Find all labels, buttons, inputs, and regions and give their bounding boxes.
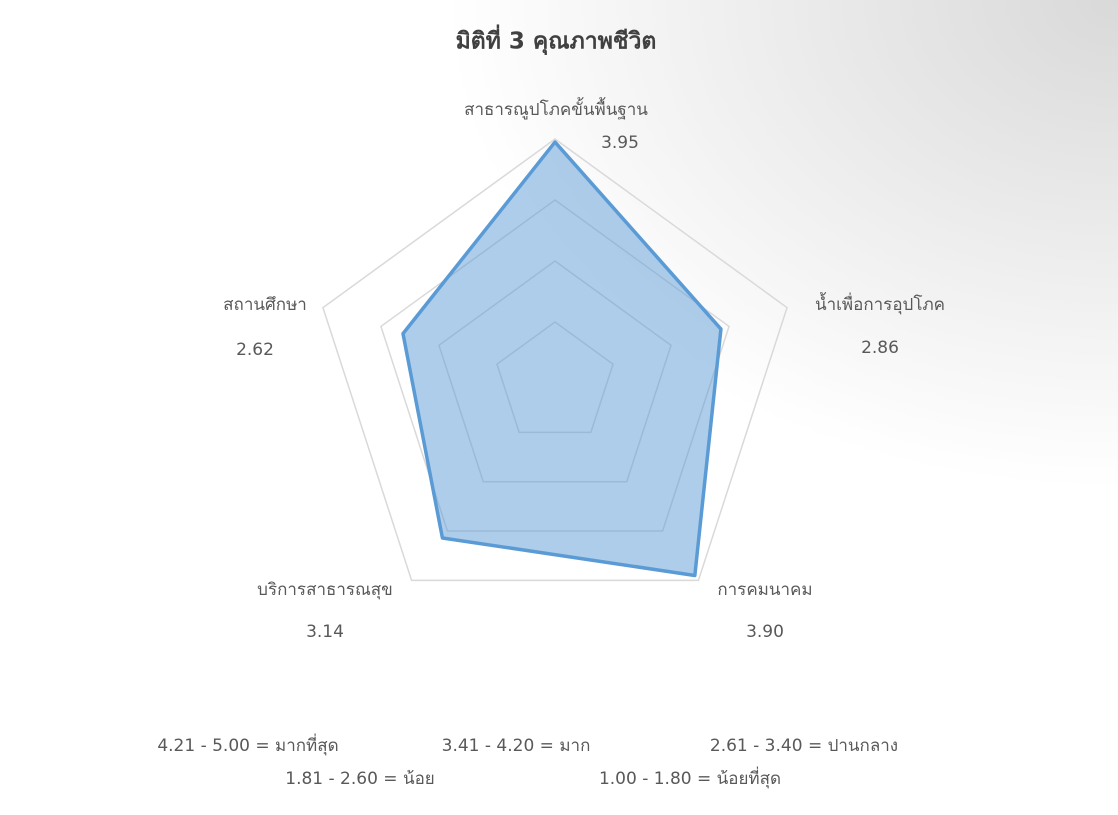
grid-ring	[322, 138, 788, 582]
axis-label: บริการสาธารณสุข	[257, 580, 393, 600]
scale-note: 1.81 - 2.60 = น้อย	[285, 769, 435, 789]
data-label: 2.86	[861, 338, 899, 358]
data-label: 2.62	[236, 340, 274, 360]
axis-label: สาธารณูปโภคขั้นพื้นฐาน	[464, 97, 648, 120]
scale-note: 4.21 - 5.00 = มากที่สุด	[157, 733, 338, 756]
axis-label: สถานศึกษา	[223, 295, 307, 315]
axis-label: การคมนาคม	[717, 580, 812, 600]
scale-note: 3.41 - 4.20 = มาก	[442, 736, 591, 756]
axis-label: น้ำเพื่อการอุปโภค	[815, 292, 945, 315]
data-label: 3.14	[306, 622, 344, 642]
data-label: 3.95	[601, 133, 639, 153]
scale-note: 2.61 - 3.40 = ปานกลาง	[710, 736, 898, 756]
data-label: 3.90	[746, 622, 784, 642]
scale-note: 1.00 - 1.80 = น้อยที่สุด	[599, 766, 781, 789]
data-area	[401, 140, 723, 578]
chart-title: มิติที่ 3 คุณภาพชีวิต	[456, 24, 657, 56]
